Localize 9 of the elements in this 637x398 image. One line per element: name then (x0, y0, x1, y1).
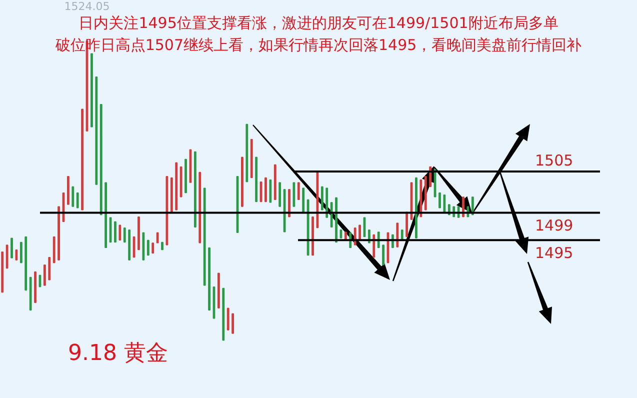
candlestick (10, 238, 13, 258)
text: 日内关注1495位置支撑看涨，激进的朋友可在1499/1501附近布局多单 (78, 14, 560, 33)
annotation: 1524.05 (64, 0, 110, 14)
ref-line-label: 1505 (535, 151, 574, 170)
annotation: 9.18 黄金 (68, 340, 168, 368)
candlestick (138, 216, 140, 250)
candlestick (161, 242, 164, 250)
ref-line-label: 1499 (535, 216, 574, 235)
ref-line-label: 1495 (535, 244, 574, 262)
